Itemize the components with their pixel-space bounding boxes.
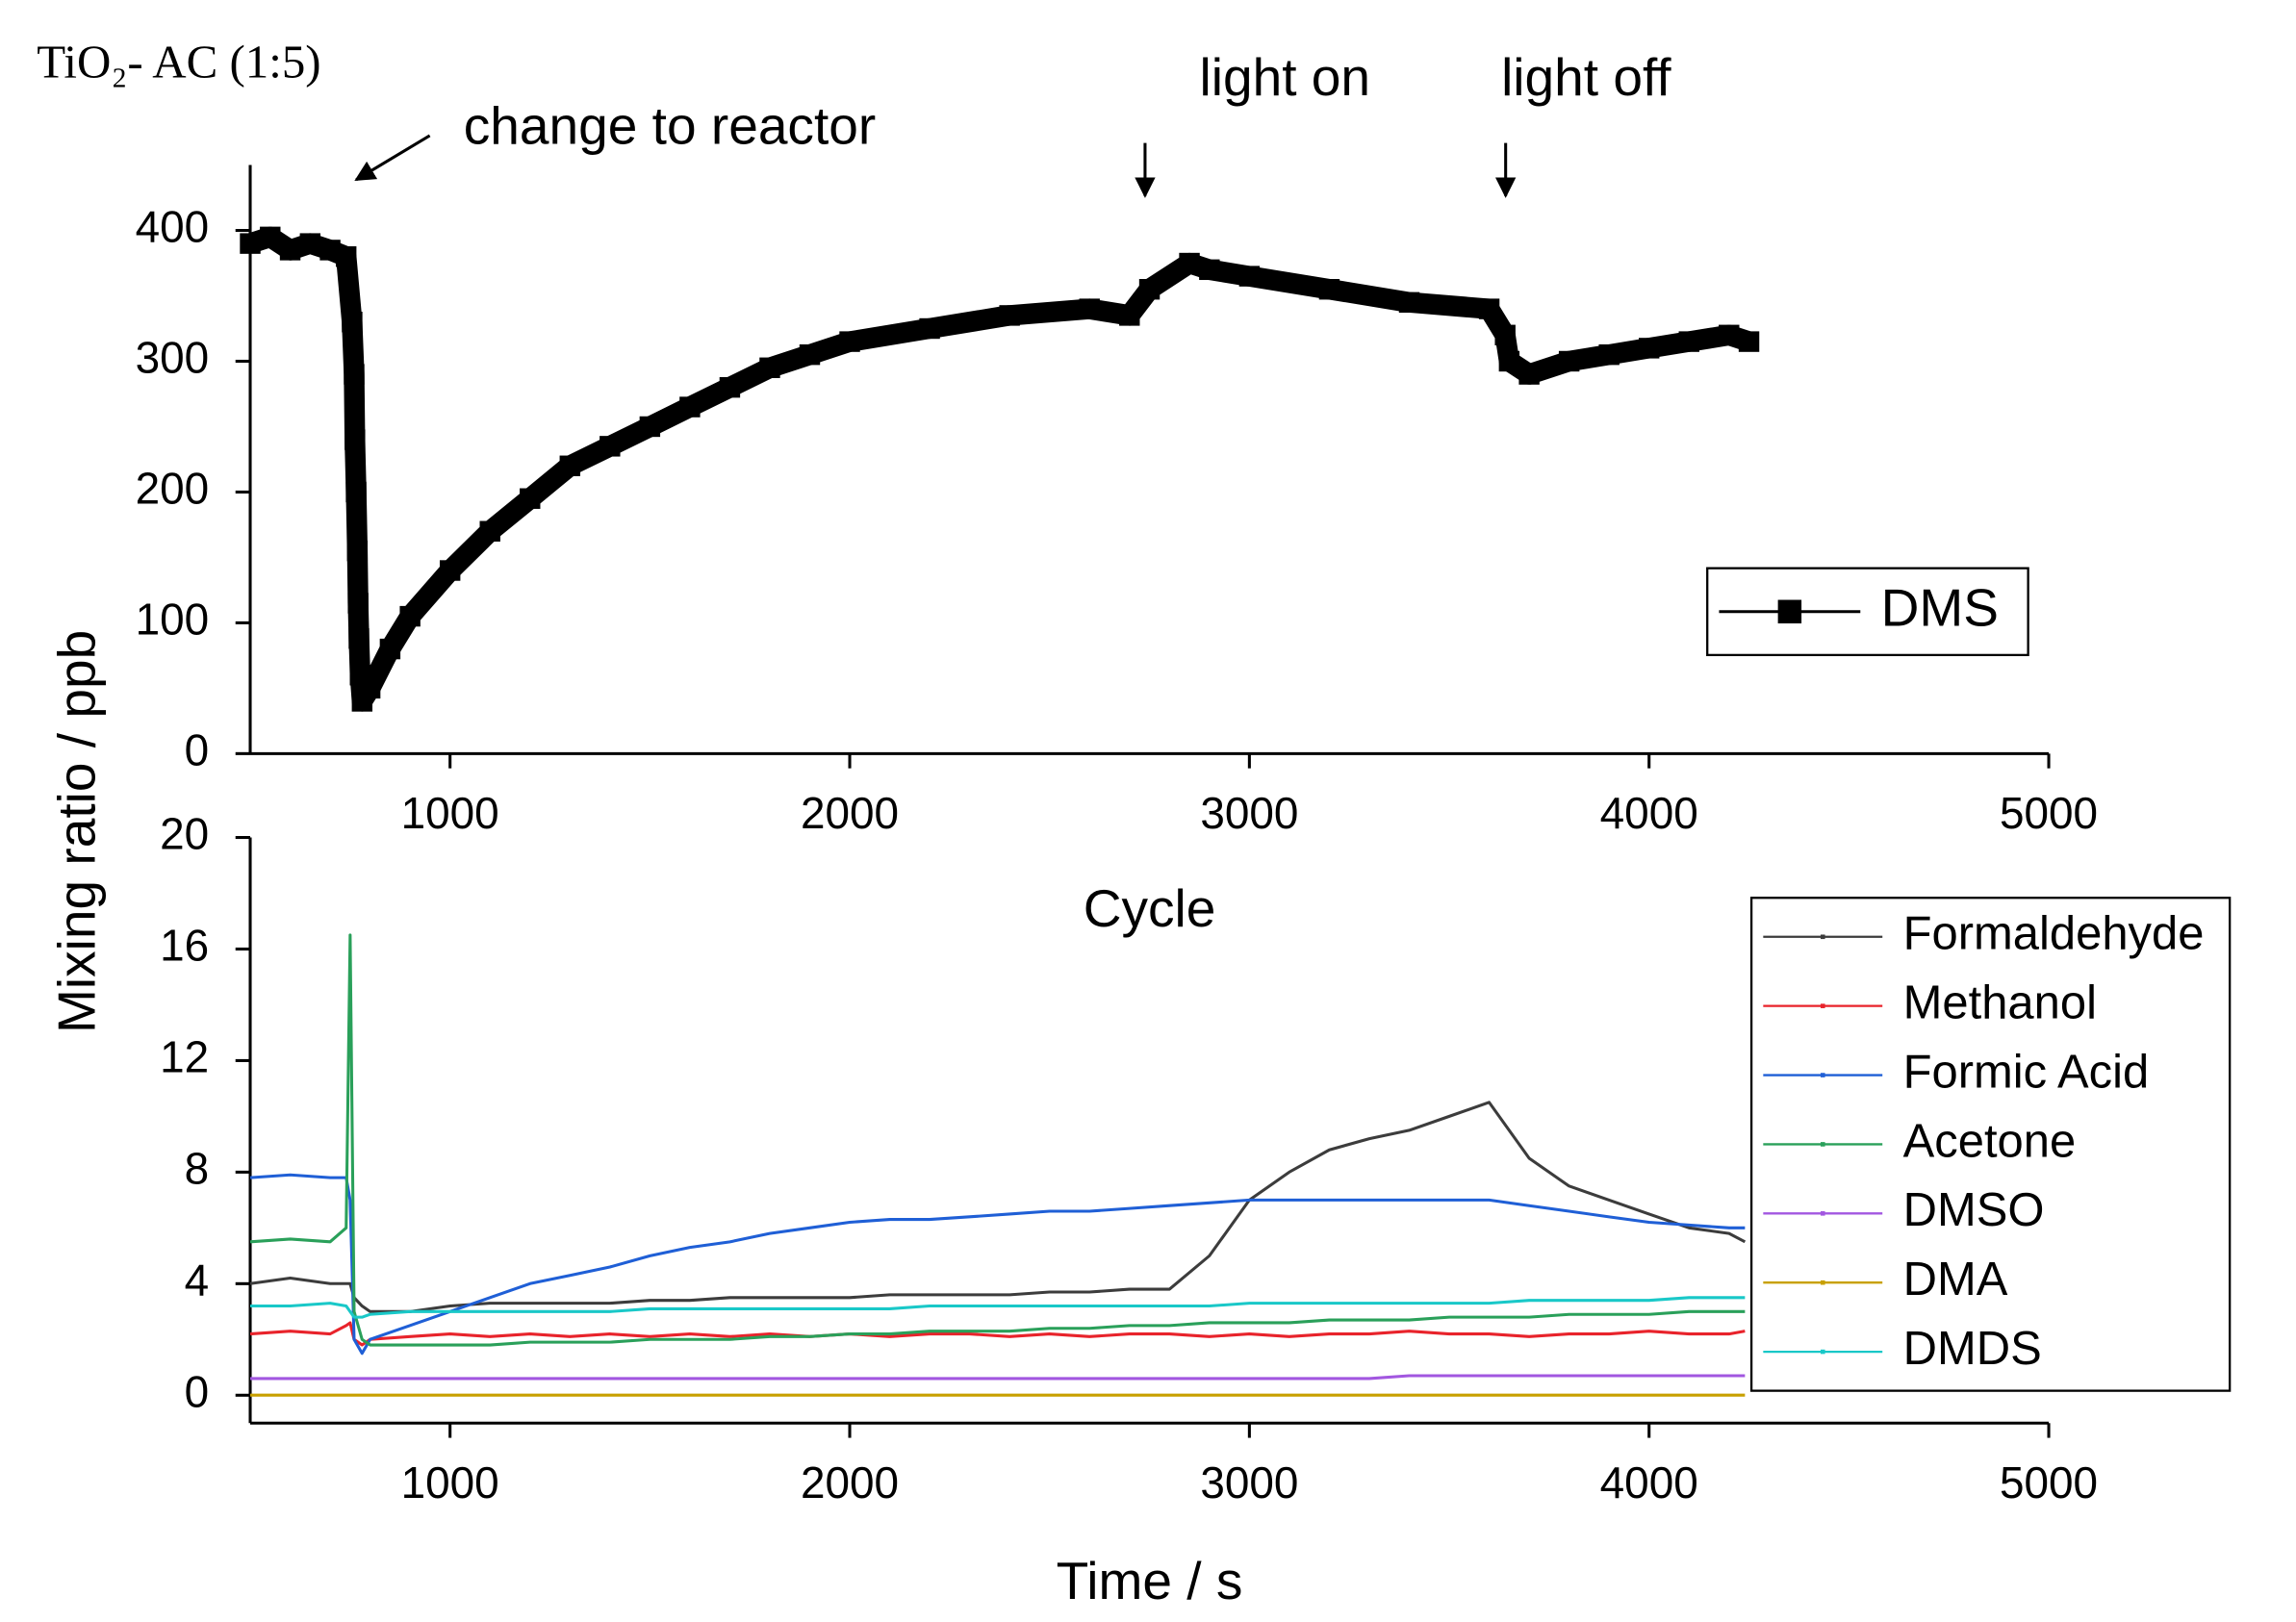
data-point <box>1398 291 1420 314</box>
legend-marker <box>1820 934 1825 940</box>
data-point <box>299 233 321 254</box>
chart-title: TiO₂- AC (1:5) <box>37 35 320 88</box>
data-point <box>479 520 500 542</box>
data-point <box>719 376 741 398</box>
data-point <box>1318 279 1340 300</box>
data-point <box>600 436 621 457</box>
y-tick-label: 4 <box>185 1255 210 1305</box>
y-tick-label: 16 <box>160 921 209 971</box>
legend-label: DMA <box>1903 1254 2008 1305</box>
data-point <box>344 429 366 450</box>
data-point <box>1719 324 1740 346</box>
y-tick-label: 400 <box>136 202 210 252</box>
data-point <box>240 233 261 254</box>
data-point <box>1138 279 1161 300</box>
x-tick-label: 1000 <box>401 788 499 838</box>
y-tick-label: 100 <box>136 595 210 645</box>
data-point <box>399 605 421 627</box>
data-point <box>1738 331 1760 352</box>
data-point <box>1598 343 1620 366</box>
data-point <box>679 396 701 418</box>
legend-label: Acetone <box>1903 1115 2077 1167</box>
data-point <box>1238 266 1261 287</box>
data-point <box>1678 331 1699 352</box>
data-point <box>345 481 367 503</box>
legend-marker <box>1820 1349 1825 1355</box>
series-line <box>250 1296 1746 1319</box>
data-point <box>559 455 580 476</box>
annotation: light off <box>1501 47 1671 107</box>
y-axis-label: Mixing ratio / ppb <box>47 630 107 1033</box>
x-tick-label: 3000 <box>1200 1457 1298 1508</box>
data-point <box>379 638 401 660</box>
series-line <box>249 1321 1746 1347</box>
x-tick-label: 5000 <box>2000 788 2098 838</box>
x-tick-label: 5000 <box>2000 1457 2098 1508</box>
data-point <box>999 305 1020 326</box>
data-point <box>1498 350 1520 372</box>
series-line <box>249 933 1746 1347</box>
series-line <box>249 1173 1746 1356</box>
data-point <box>839 331 860 352</box>
data-point <box>1119 305 1140 326</box>
data-point <box>639 416 661 438</box>
legend-marker <box>1820 1280 1825 1285</box>
legend-label: DMSO <box>1903 1184 2045 1236</box>
data-point <box>348 628 370 649</box>
series-line <box>250 1374 1746 1381</box>
legend-marker <box>1820 1003 1825 1008</box>
data-point <box>335 246 357 267</box>
y-tick-label: 12 <box>160 1032 209 1082</box>
series-line <box>249 1101 1747 1313</box>
data-point <box>799 343 821 366</box>
data-point <box>319 240 341 261</box>
data-point <box>1079 298 1100 319</box>
x-tick-label: 2000 <box>801 1457 899 1508</box>
data-point <box>919 317 940 340</box>
legend-label: Formic Acid <box>1903 1046 2150 1098</box>
data-point <box>346 540 369 562</box>
legend-label: DMDS <box>1903 1323 2042 1375</box>
legend-marker <box>1777 599 1802 623</box>
data-point <box>439 560 461 581</box>
legend-marker <box>1820 1073 1825 1077</box>
y-tick-label: 0 <box>185 1366 210 1416</box>
legend-marker <box>1820 1211 1825 1216</box>
data-point <box>1638 338 1660 359</box>
data-point <box>759 357 780 378</box>
y-tick-label: 0 <box>185 724 210 774</box>
data-point <box>1199 259 1220 281</box>
annotation: light on <box>1200 47 1371 107</box>
x-tick-label: 3000 <box>1200 788 1298 838</box>
data-point <box>279 240 301 261</box>
data-point <box>344 364 365 385</box>
legend-label: DMS <box>1881 577 1999 637</box>
annotation: change to reactor <box>464 95 876 155</box>
data-point <box>1478 298 1500 319</box>
y-tick-label: 300 <box>136 333 210 383</box>
y-tick-label: 20 <box>160 809 209 859</box>
y-tick-label: 200 <box>136 464 210 514</box>
data-point <box>1179 252 1200 274</box>
legend-label: Formaldehyde <box>1903 908 2205 960</box>
x-tick-label: 2000 <box>801 788 899 838</box>
data-point <box>1558 350 1580 372</box>
legend-label: Methanol <box>1903 977 2097 1029</box>
x-tick-label: 4000 <box>1600 788 1698 838</box>
data-point <box>347 593 369 614</box>
data-point <box>359 677 381 699</box>
legend-marker <box>1820 1142 1825 1147</box>
annotation-arrow <box>354 134 431 182</box>
data-point <box>342 311 363 333</box>
data-point <box>1518 364 1540 385</box>
x-axis-label: Cycle <box>1084 878 1216 938</box>
x-tick-label: 1000 <box>401 1457 499 1508</box>
x-tick-label: 4000 <box>1600 1457 1698 1508</box>
x-axis-label: Time / s <box>1057 1551 1243 1610</box>
data-point <box>1494 324 1516 346</box>
data-point <box>520 488 541 509</box>
data-point <box>260 226 281 248</box>
y-tick-label: 8 <box>185 1144 210 1194</box>
